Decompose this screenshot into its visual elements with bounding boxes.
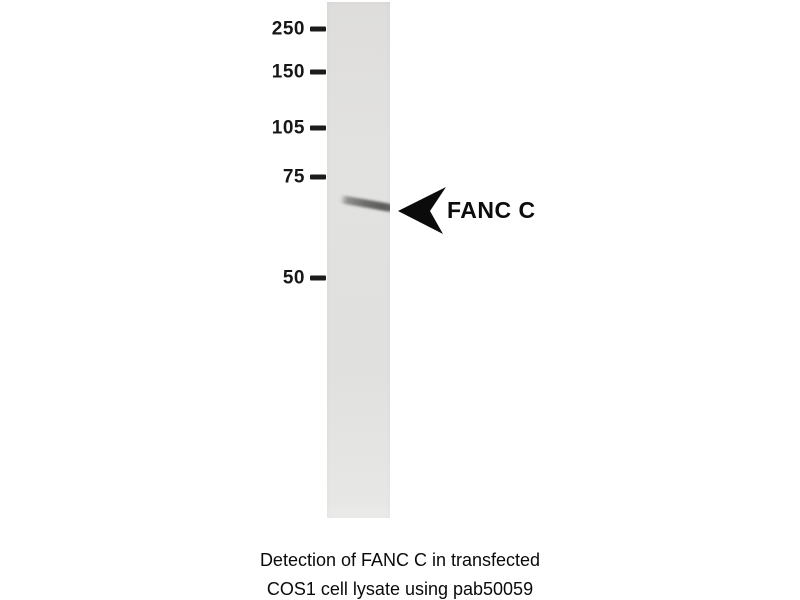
mw-marker-75: 75 (0, 168, 326, 187)
mw-marker-label: 150 (271, 61, 305, 83)
protein-band (339, 195, 390, 213)
caption-line-2: COS1 cell lysate using pab50059 (266, 579, 534, 599)
mw-marker-tick (310, 174, 326, 180)
mw-marker-label: 75 (282, 166, 305, 188)
caption-line-1: Detection of FANC C in transfected (259, 550, 541, 570)
figure-caption: Detection of FANC C in transfected COS1 … (0, 546, 800, 600)
mw-marker-tick (310, 125, 326, 131)
mw-marker-label: 105 (271, 117, 305, 139)
mw-marker-150: 150 (0, 63, 326, 82)
mw-marker-105: 105 (0, 119, 326, 138)
blot-lane (327, 2, 390, 518)
mw-marker-250: 250 (0, 20, 326, 39)
mw-marker-tick (310, 275, 326, 281)
band-arrow-icon (398, 187, 446, 234)
mw-marker-label: 50 (282, 267, 305, 289)
mw-marker-50: 50 (0, 269, 326, 288)
band-label: FANC C (447, 197, 536, 223)
mw-marker-tick (310, 26, 326, 32)
mw-marker-tick (310, 69, 326, 75)
mw-marker-label: 250 (271, 18, 305, 40)
